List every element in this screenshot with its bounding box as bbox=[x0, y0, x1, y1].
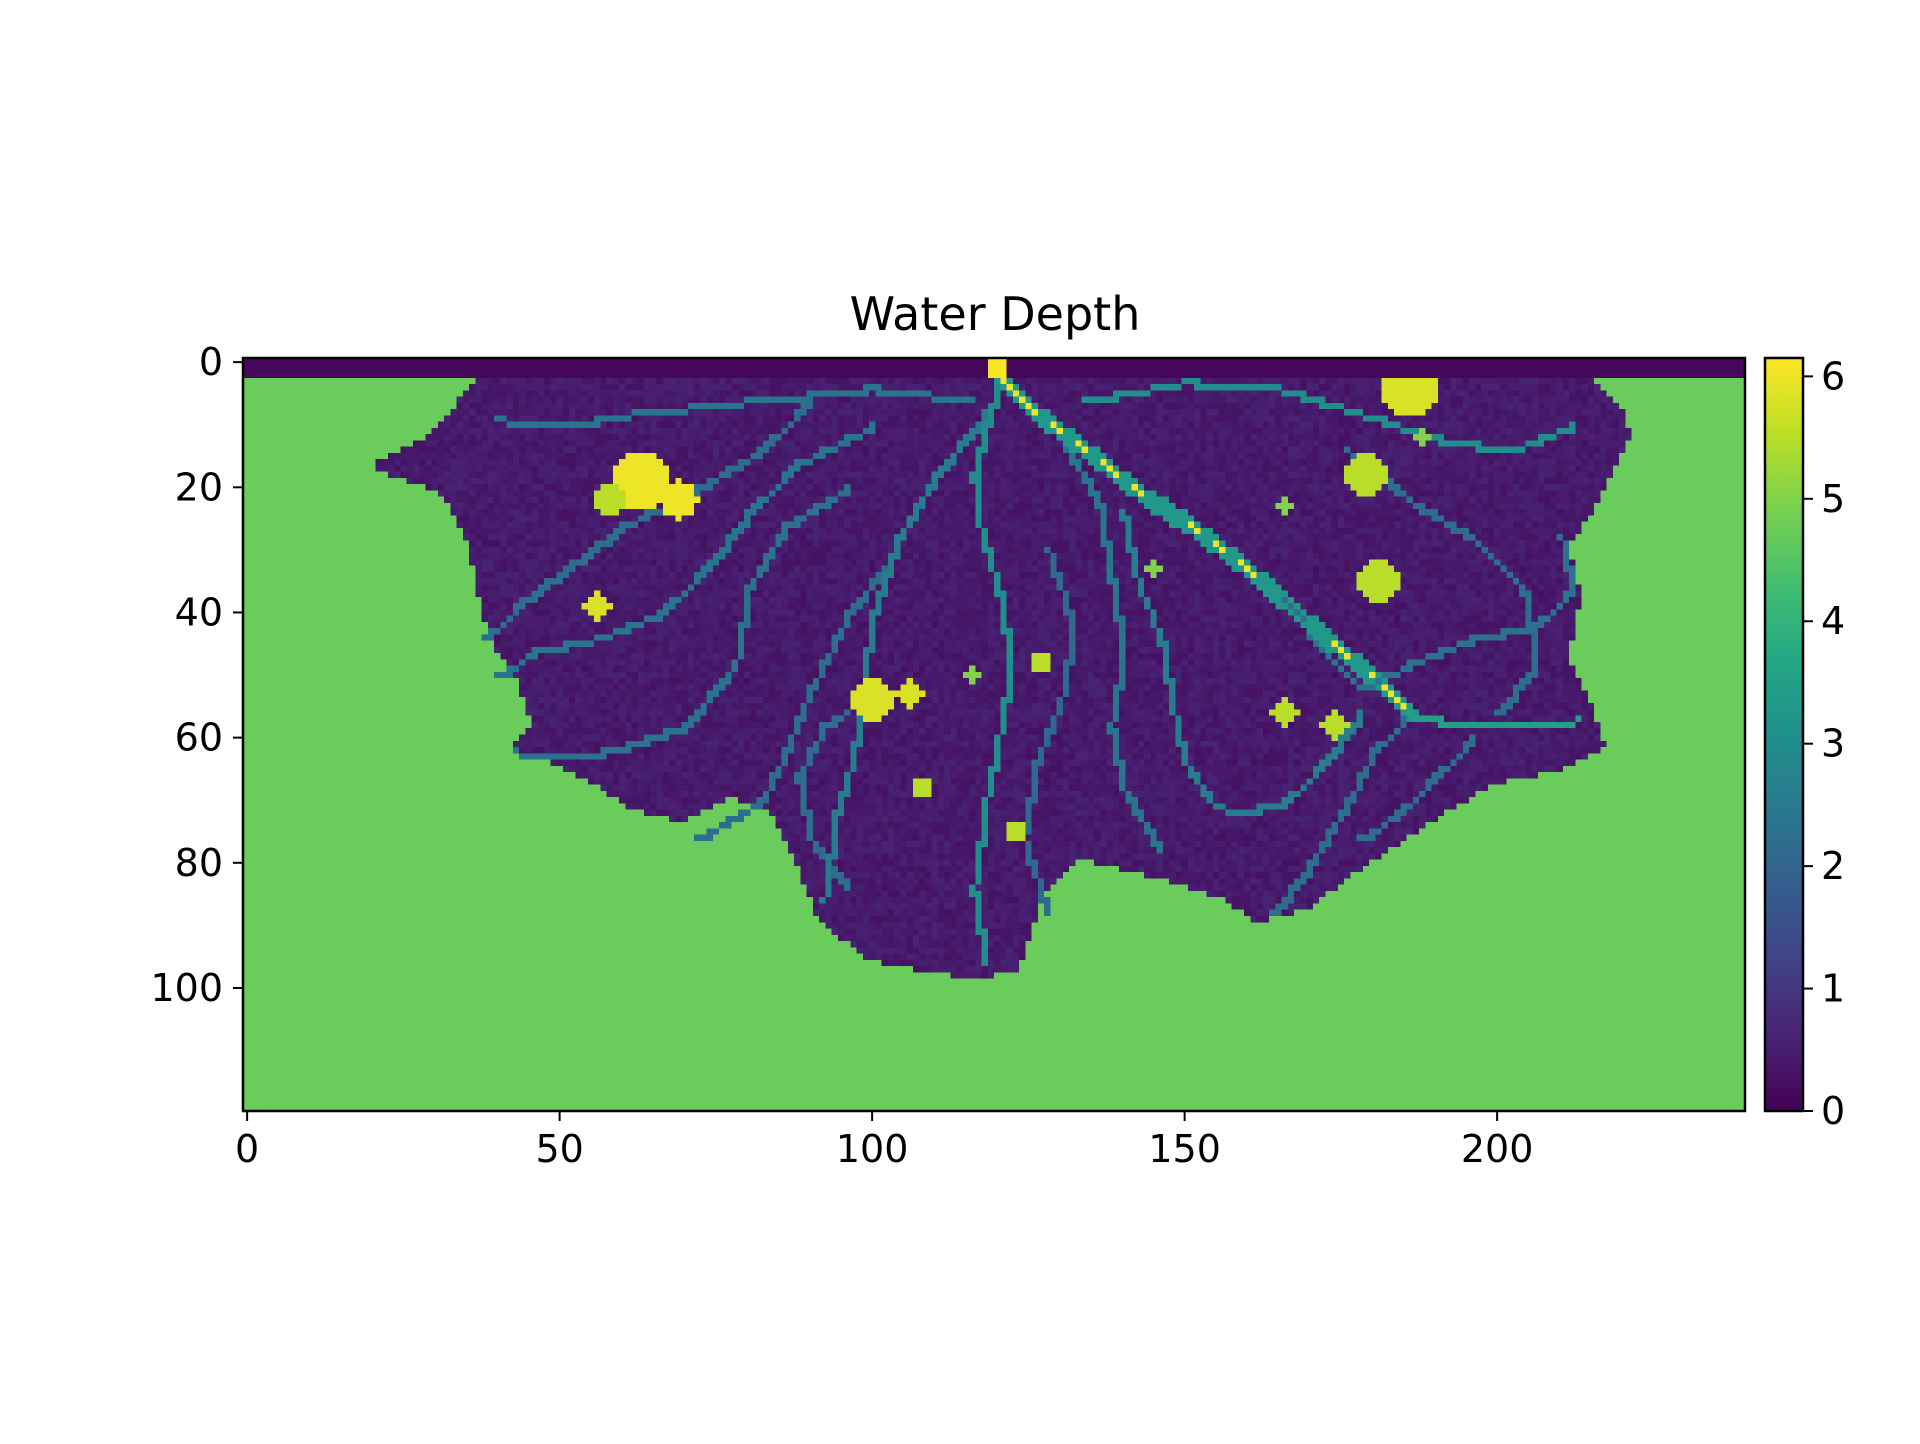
colorbar-tick-label: 6 bbox=[1821, 354, 1845, 398]
colorbar-tick-label: 3 bbox=[1821, 722, 1845, 766]
colorbar-tick-label: 5 bbox=[1821, 477, 1845, 521]
colorbar-gradient bbox=[1763, 356, 1805, 1113]
colorbar: 0 1 2 3 4 5 6 bbox=[1763, 354, 1845, 1133]
y-tick-label: 60 bbox=[175, 716, 223, 760]
plot-frame bbox=[241, 356, 1747, 1113]
heatmap-raster bbox=[244, 359, 1744, 1110]
y-axis: 0 20 40 60 80 100 bbox=[150, 340, 243, 1010]
y-tick-label: 0 bbox=[199, 340, 223, 384]
heatmap-image bbox=[244, 359, 1744, 1110]
x-tick-label: 0 bbox=[235, 1127, 259, 1171]
y-tick-label: 100 bbox=[150, 966, 223, 1010]
x-axis: 0 50 100 150 200 bbox=[235, 1111, 1533, 1171]
colorbar-tick-label: 1 bbox=[1821, 967, 1845, 1011]
chart-title: Water Depth bbox=[850, 287, 1141, 341]
colorbar-tick-label: 2 bbox=[1821, 844, 1845, 888]
y-tick-label: 40 bbox=[175, 590, 223, 634]
x-tick-label: 50 bbox=[535, 1127, 583, 1171]
colorbar-tick-label: 0 bbox=[1821, 1089, 1845, 1133]
x-tick-label: 150 bbox=[1148, 1127, 1221, 1171]
y-tick-label: 80 bbox=[175, 841, 223, 885]
colorbar-tick-label: 4 bbox=[1821, 599, 1845, 643]
x-tick-label: 100 bbox=[836, 1127, 909, 1171]
x-tick-label: 200 bbox=[1461, 1127, 1534, 1171]
y-tick-label: 20 bbox=[175, 465, 223, 509]
